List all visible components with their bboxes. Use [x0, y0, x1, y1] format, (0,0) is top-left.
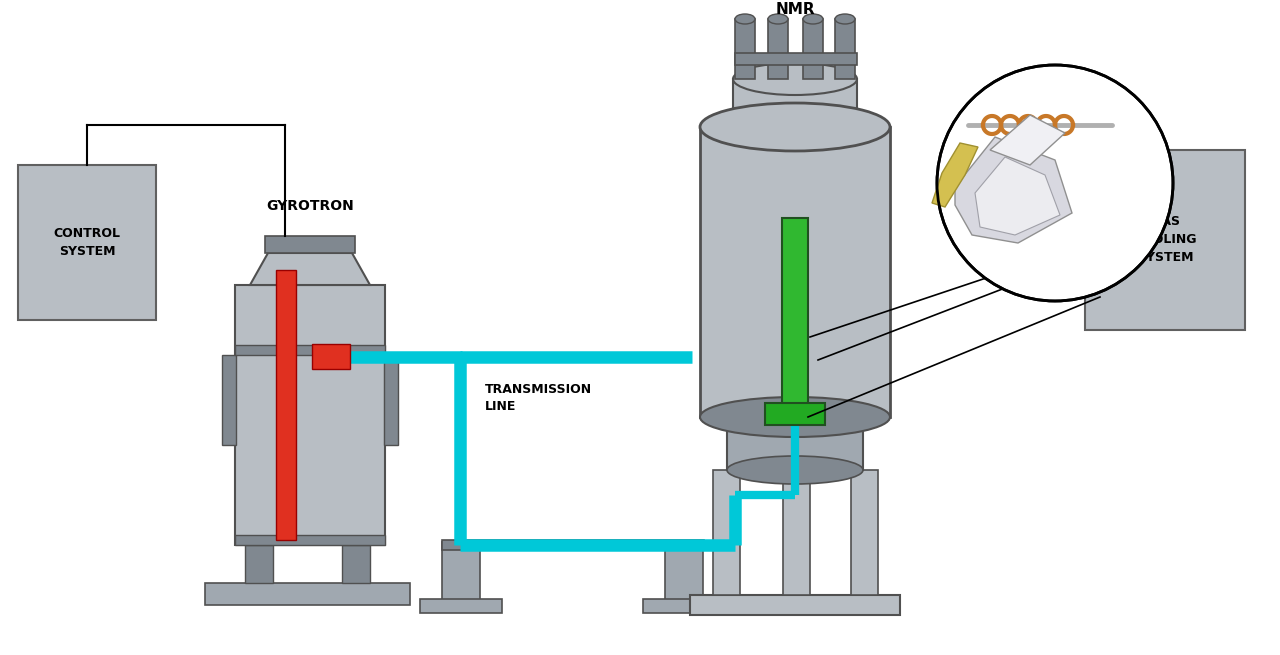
Bar [735, 53, 858, 65]
Text: NMR: NMR [776, 3, 815, 18]
Bar [420, 599, 502, 613]
Bar [851, 470, 878, 595]
Polygon shape [955, 137, 1073, 243]
Polygon shape [250, 253, 370, 285]
Bar [735, 19, 755, 79]
Bar [733, 79, 858, 127]
Bar [783, 470, 810, 595]
Circle shape [937, 65, 1172, 301]
Bar [442, 540, 704, 550]
Bar [342, 545, 370, 583]
Bar [236, 535, 385, 545]
Ellipse shape [768, 14, 788, 24]
Bar [765, 403, 826, 425]
Ellipse shape [735, 14, 755, 24]
Bar [442, 542, 480, 600]
Text: MAS
COOLING
SYSTEM: MAS COOLING SYSTEM [1133, 215, 1197, 265]
Ellipse shape [700, 103, 890, 151]
Polygon shape [975, 157, 1060, 235]
Bar [768, 19, 788, 79]
Text: TRANSMISSION
LINE: TRANSMISSION LINE [485, 383, 593, 413]
Bar [276, 270, 296, 540]
Bar [18, 165, 156, 320]
Text: GYROTRON: GYROTRON [266, 199, 353, 213]
Bar [221, 355, 236, 445]
Bar [700, 127, 890, 417]
Ellipse shape [733, 63, 858, 95]
Bar [713, 470, 740, 595]
Ellipse shape [727, 398, 863, 426]
Ellipse shape [700, 397, 890, 437]
Bar [236, 285, 385, 545]
Bar [236, 345, 385, 355]
Polygon shape [932, 143, 978, 207]
Bar [835, 19, 855, 79]
Bar [1085, 150, 1245, 330]
Bar [265, 236, 355, 253]
Polygon shape [989, 115, 1065, 165]
Bar [782, 218, 808, 413]
Text: CONTROL
SYSTEM: CONTROL SYSTEM [54, 227, 120, 258]
Bar [205, 583, 410, 605]
Bar [803, 19, 823, 79]
Bar [244, 545, 273, 583]
Ellipse shape [835, 14, 855, 24]
Bar [312, 344, 349, 369]
Bar [643, 599, 724, 613]
Bar [384, 355, 398, 445]
Ellipse shape [803, 14, 823, 24]
Bar [666, 542, 703, 600]
Ellipse shape [727, 456, 863, 484]
Bar [690, 595, 900, 615]
Bar [727, 412, 863, 470]
